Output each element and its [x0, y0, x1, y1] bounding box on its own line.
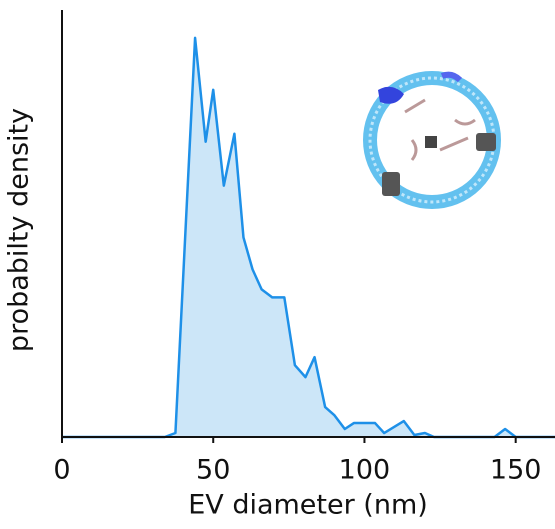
vesicle-illustration [363, 71, 501, 209]
x-tick-label: 0 [53, 455, 70, 486]
y-axis-label: probabilty density [4, 108, 35, 352]
plot: 0 50 100 150 [53, 10, 555, 486]
x-tick-label: 150 [490, 455, 542, 486]
area [62, 37, 555, 438]
line [62, 36, 555, 439]
x-tick-label: 100 [339, 455, 391, 486]
x-axis-label: EV diameter (nm) [188, 490, 428, 521]
x-tick-label: 50 [196, 455, 230, 486]
